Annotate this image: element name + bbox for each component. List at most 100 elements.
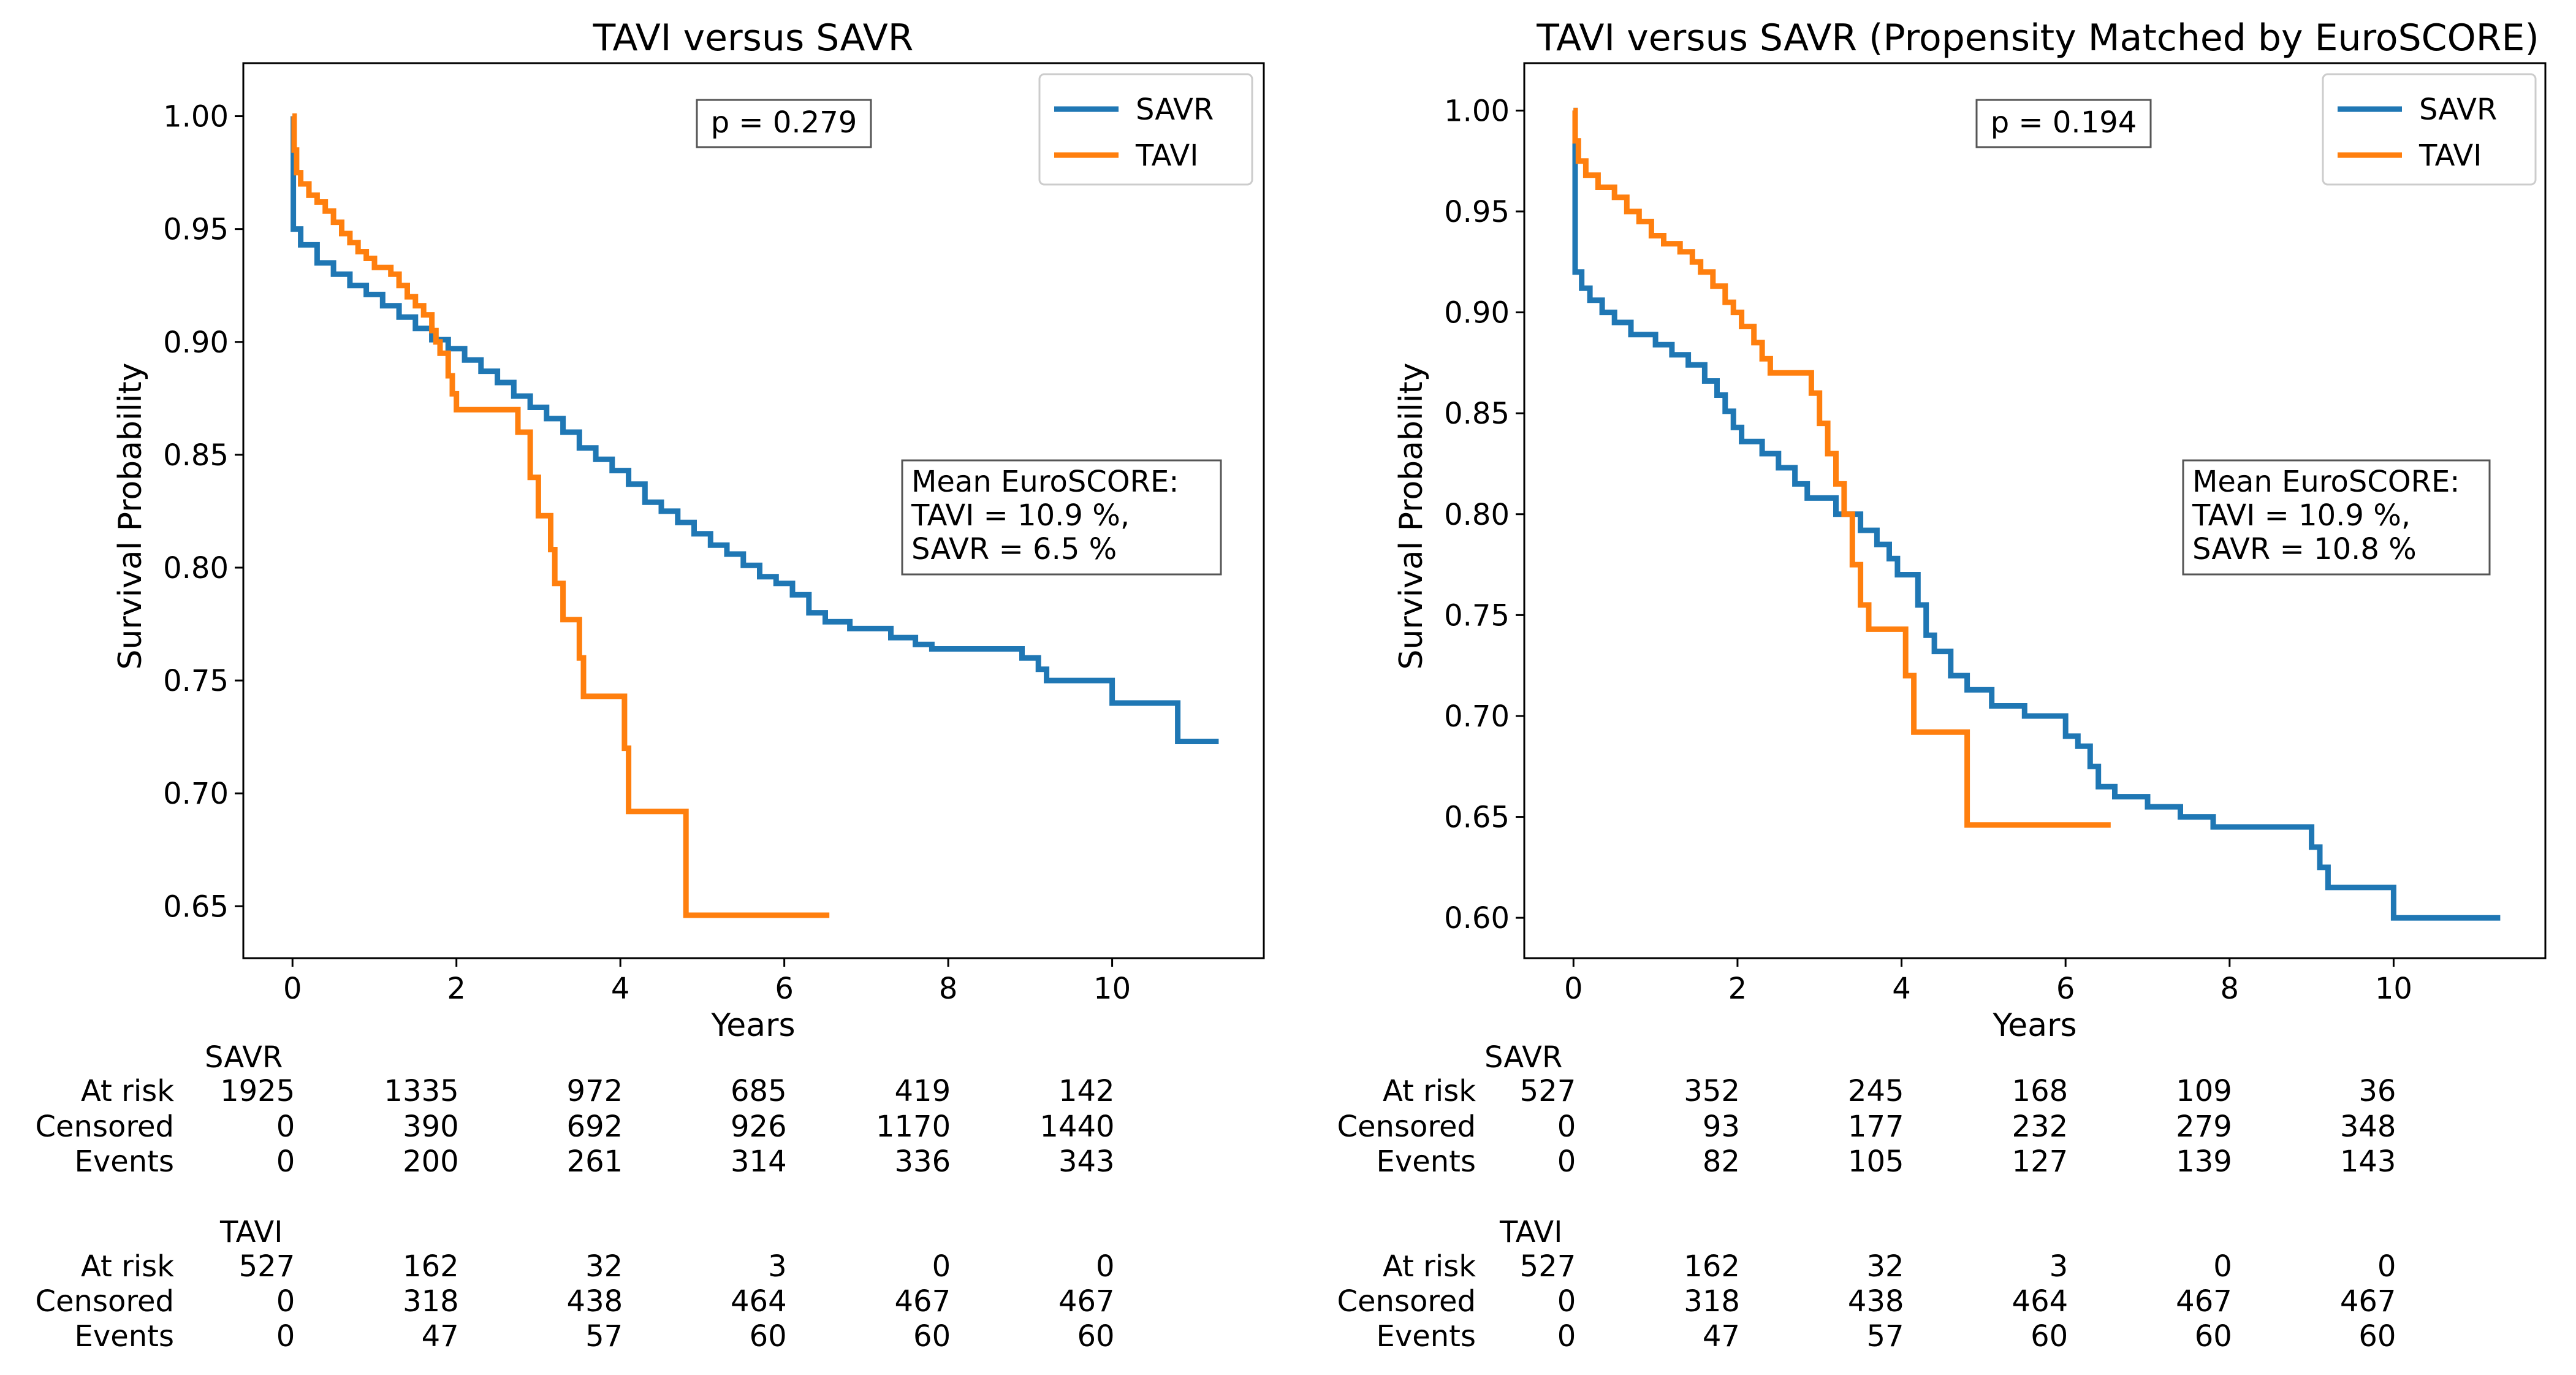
risk-censored-value: 232 xyxy=(2012,1110,2069,1144)
risk-at-risk-value: 0 xyxy=(2213,1249,2232,1284)
x-tick-label: 10 xyxy=(2375,972,2412,1006)
risk-at-risk-value: 527 xyxy=(1520,1249,1576,1284)
risk-events-value: 200 xyxy=(403,1145,459,1179)
risk-censored-value: 318 xyxy=(403,1284,459,1319)
risk-row-label: At risk xyxy=(81,1249,174,1284)
risk-at-risk-value: 32 xyxy=(585,1249,623,1284)
risk-group-label-savr-right: SAVR xyxy=(1484,1040,1562,1075)
x-tick-label: 6 xyxy=(775,972,794,1006)
risk-values-savr-right: 527 352 245 168 109 36 0 93 177 232 279 348 0 82 105 12… xyxy=(1520,1074,2396,1179)
risk-events-value: 57 xyxy=(585,1319,623,1354)
euroscore-line-2-left: TAVI = 10.9 %, xyxy=(911,498,1130,533)
risk-events-value: 0 xyxy=(1557,1319,1576,1354)
risk-events-value: 60 xyxy=(1077,1319,1115,1354)
risk-at-risk-value: 36 xyxy=(2358,1074,2396,1108)
risk-row-label: Censored xyxy=(1337,1284,1476,1319)
risk-row-label: Events xyxy=(1376,1319,1476,1354)
risk-at-risk-value: 0 xyxy=(2377,1249,2396,1284)
risk-row-label: Censored xyxy=(1337,1110,1476,1144)
risk-censored-value: 348 xyxy=(2340,1110,2396,1144)
risk-censored-value: 692 xyxy=(567,1110,623,1144)
y-tick-label: 0.75 xyxy=(1444,598,1510,633)
x-tick-label: 0 xyxy=(283,972,302,1006)
risk-at-risk-value: 162 xyxy=(1684,1249,1740,1284)
risk-row-label: Events xyxy=(1376,1145,1476,1179)
risk-at-risk-value: 142 xyxy=(1058,1074,1115,1108)
risk-at-risk-value: 352 xyxy=(1684,1074,1740,1108)
pvalue-text-right: p = 0.194 xyxy=(1991,105,2137,140)
euroscore-line-3-right: SAVR = 10.8 % xyxy=(2192,532,2417,566)
risk-events-value: 60 xyxy=(2358,1319,2396,1354)
risk-row-label: Events xyxy=(74,1319,174,1354)
risk-events-value: 60 xyxy=(750,1319,787,1354)
risk-censored-value: 438 xyxy=(567,1284,623,1319)
risk-censored-value: 1170 xyxy=(876,1110,951,1144)
risk-at-risk-value: 1925 xyxy=(220,1074,295,1108)
risk-events-value: 314 xyxy=(731,1145,787,1179)
y-axis-label-left: Survival Probability xyxy=(112,362,149,669)
risk-censored-value: 926 xyxy=(731,1110,787,1144)
risk-group-label-savr-left: SAVR xyxy=(205,1040,283,1075)
series-line-savr xyxy=(291,113,1219,744)
risk-censored-value: 0 xyxy=(276,1284,295,1319)
chart-title-right: TAVI versus SAVR (Propensity Matched by … xyxy=(1536,17,2539,59)
risk-censored-value: 438 xyxy=(1848,1284,1904,1319)
risk-at-risk-value: 168 xyxy=(2012,1074,2069,1108)
risk-events-value: 60 xyxy=(913,1319,951,1354)
legend-label-savr-right: SAVR xyxy=(2419,93,2497,127)
x-tick-label: 2 xyxy=(1728,972,1747,1006)
risk-row-label: At risk xyxy=(81,1074,174,1108)
risk-at-risk-value: 109 xyxy=(2176,1074,2232,1108)
risk-censored-value: 0 xyxy=(1557,1110,1576,1144)
axis-ticks-left: 0 2 4 6 8 10 0.65 0.70 0.75 0.80 0.85 0.90 0.95 1.00 xyxy=(163,100,1131,1006)
legend-label-tavi-right: TAVI xyxy=(2418,139,2482,173)
series-line-savr xyxy=(1572,107,2501,921)
y-tick-label: 0.90 xyxy=(1444,296,1510,330)
risk-censored-value: 177 xyxy=(1848,1110,1904,1144)
risk-row-label: At risk xyxy=(1383,1249,1476,1284)
y-tick-label: 0.70 xyxy=(1444,699,1510,734)
risk-censored-value: 464 xyxy=(2012,1284,2069,1319)
risk-events-value: 105 xyxy=(1848,1145,1904,1179)
y-tick-label: 0.90 xyxy=(163,326,229,360)
y-tick-label: 0.80 xyxy=(1444,498,1510,532)
risk-events-value: 47 xyxy=(422,1319,459,1354)
panel-right: TAVI versus SAVR (Propensity Matched by … xyxy=(1337,17,2547,1354)
risk-censored-value: 93 xyxy=(1703,1110,1740,1144)
euroscore-box-right xyxy=(2182,459,2491,576)
risk-events-value: 261 xyxy=(567,1145,623,1179)
pvalue-box-left xyxy=(696,99,872,148)
risk-censored-value: 467 xyxy=(2340,1284,2396,1319)
risk-row-label: Censored xyxy=(35,1110,174,1144)
risk-at-risk-value: 0 xyxy=(932,1249,951,1284)
y-tick-label: 0.95 xyxy=(1444,195,1510,229)
risk-at-risk-value: 162 xyxy=(403,1249,459,1284)
risk-censored-value: 467 xyxy=(2176,1284,2232,1319)
plot-frame-right xyxy=(1523,62,2547,959)
y-axis-label-right: Survival Probability xyxy=(1393,362,1430,669)
risk-events-value: 47 xyxy=(1703,1319,1740,1354)
risk-at-risk-value: 3 xyxy=(2050,1249,2069,1284)
risk-values-savr-left: 1925 1335 972 685 419 142 0 390 692 926 1170 1440 0 2… xyxy=(220,1074,1115,1179)
risk-at-risk-value: 245 xyxy=(1848,1074,1904,1108)
x-axis-label-right: Years xyxy=(1992,1007,2076,1044)
risk-events-value: 0 xyxy=(1557,1145,1576,1179)
x-tick-label: 2 xyxy=(447,972,466,1006)
y-tick-label: 0.65 xyxy=(1444,801,1510,835)
legend-label-savr-left: SAVR xyxy=(1136,93,1214,127)
x-tick-label: 8 xyxy=(939,972,958,1006)
axis-ticks-right: 0 2 4 6 8 10 0.60 0.65 0.70 0.75 0.80 0.85 0.90 0.95 1… xyxy=(1444,94,2412,1006)
risk-events-value: 60 xyxy=(2031,1319,2068,1354)
y-tick-label: 0.85 xyxy=(1444,397,1510,431)
y-tick-label: 0.95 xyxy=(163,213,229,247)
risk-group-label-tavi-right: TAVI xyxy=(1499,1215,1562,1249)
x-tick-label: 6 xyxy=(2056,972,2075,1006)
euroscore-line-1-right: Mean EuroSCORE: xyxy=(2192,465,2460,499)
x-tick-label: 8 xyxy=(2221,972,2240,1006)
risk-row-label: Events xyxy=(74,1145,174,1179)
x-tick-label: 4 xyxy=(611,972,630,1006)
risk-events-value: 139 xyxy=(2176,1145,2232,1179)
risk-events-value: 143 xyxy=(2340,1145,2396,1179)
series-line-tavi xyxy=(1572,107,2111,828)
